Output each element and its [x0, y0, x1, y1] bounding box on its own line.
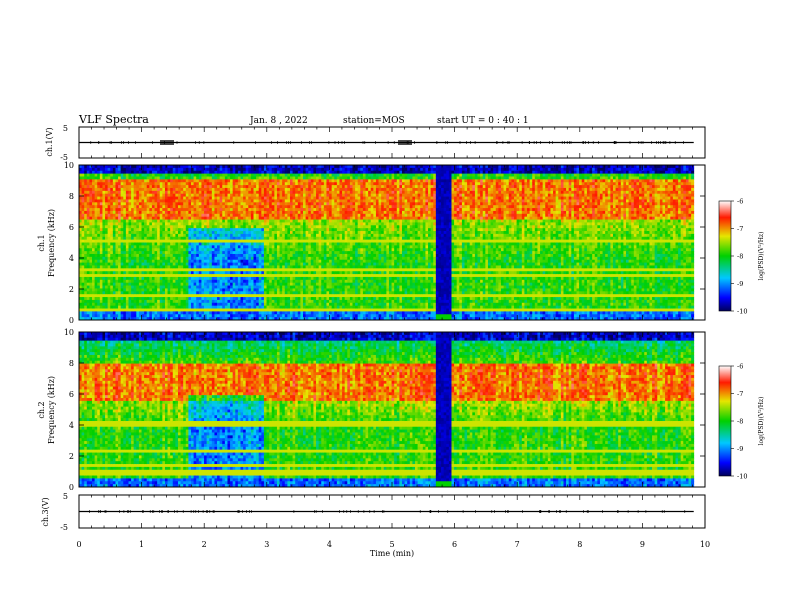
date-label: Jan. 8 , 2022	[249, 116, 308, 126]
ch3-waveform-panel: 5 -5 ch.3(V)	[41, 492, 706, 532]
ch3-ylabel: ch.3(V)	[41, 497, 50, 526]
time-axis: 0 1 2 3 4 5 6 7 8 9 10	[76, 127, 710, 549]
ch1-spectrogram-panel: 0 2 4 6 8 10 ch.1 Frequency (kHz)	[37, 161, 706, 325]
time-tick-0: 0	[76, 540, 81, 549]
time-axis-label: Time (min)	[370, 549, 414, 558]
station-label: station=MOS	[343, 116, 405, 126]
ch1-colorbar-tick--6: -6	[737, 198, 743, 206]
ch2-spectrogram	[79, 332, 705, 487]
ch1-waveform-trace	[79, 140, 694, 145]
time-tick-1: 1	[139, 540, 144, 549]
ch1-ytick-bottom: -5	[60, 153, 68, 162]
time-tick-5: 5	[389, 540, 394, 549]
ch1-colorbar-label: log(PSD)(V²/Hz)	[758, 232, 765, 281]
ch2-colorbar-label: log(PSD)(V²/Hz)	[758, 397, 765, 446]
ch2-colorbar-tick--8: -8	[737, 418, 743, 426]
ch2-spec-ytick-0: 0	[69, 483, 74, 492]
ch1-colorbar: -6 -7 -8 -9 -10 log(PSD)(V²/Hz)	[718, 198, 765, 316]
ch2-spec-ytick-4: 4	[69, 421, 74, 430]
ch1-spec-ytick-2: 2	[69, 285, 74, 294]
time-tick-9: 9	[640, 540, 645, 549]
ch2-spec-ytick-10: 10	[64, 328, 74, 337]
start-ut-label: start UT = 0 : 40 : 1	[437, 116, 529, 126]
ch2-colorbar-tick--7: -7	[737, 390, 743, 398]
ch3-ytick-top: 5	[63, 492, 68, 501]
ch1-colorbar-tick--7: -7	[737, 225, 743, 233]
ch2-spec-ytick-6: 6	[69, 390, 74, 399]
ch1-freq-label: Frequency (kHz)	[47, 209, 56, 277]
ch2-freq-label: Frequency (kHz)	[47, 376, 56, 444]
ch1-colorbar-tick--9: -9	[737, 280, 743, 288]
ch2-spec-ytick-8: 8	[69, 359, 74, 368]
ch1-spectrogram	[79, 165, 705, 320]
ch1-spec-ytick-4: 4	[69, 254, 74, 263]
figure-title: VLF Spectra	[78, 113, 149, 126]
ch1-colorbar-tick--8: -8	[737, 253, 743, 261]
time-tick-4: 4	[327, 540, 332, 549]
ch2-spectrogram-panel: 0 2 4 6 8 10 ch.2 Frequency (kHz)	[37, 328, 706, 492]
ch1-spec-ytick-10: 10	[64, 161, 74, 170]
ch1-spec-ytick-0: 0	[69, 316, 74, 325]
time-tick-10: 10	[700, 540, 710, 549]
ch1-ylabel: ch.1(V)	[45, 127, 54, 156]
ch3-waveform-trace	[79, 510, 694, 513]
time-tick-2: 2	[202, 540, 207, 549]
time-tick-7: 7	[515, 540, 520, 549]
time-tick-6: 6	[452, 540, 457, 549]
ch2-colorbar-tick--6: -6	[737, 363, 743, 371]
ch2-colorbar-tick--10: -10	[737, 473, 747, 481]
time-tick-3: 3	[264, 540, 269, 549]
ch2-spec-ytick-2: 2	[69, 452, 74, 461]
ch1-spec-ylabel: ch.1	[37, 234, 46, 251]
ch1-waveform-panel: 5 -5 ch.1(V)	[45, 124, 706, 162]
time-tick-8: 8	[577, 540, 582, 549]
ch2-spec-ylabel: ch.2	[37, 401, 46, 418]
ch3-ytick-bottom: -5	[60, 523, 68, 532]
ch1-colorbar-tick--10: -10	[737, 308, 747, 316]
ch1-spec-ytick-6: 6	[69, 223, 74, 232]
ch1-ytick-top: 5	[63, 124, 68, 133]
ch2-colorbar-tick--9: -9	[737, 445, 743, 453]
ch1-spec-ytick-8: 8	[69, 192, 74, 201]
ch2-colorbar: -6 -7 -8 -9 -10 log(PSD)(V²/Hz)	[718, 363, 765, 481]
